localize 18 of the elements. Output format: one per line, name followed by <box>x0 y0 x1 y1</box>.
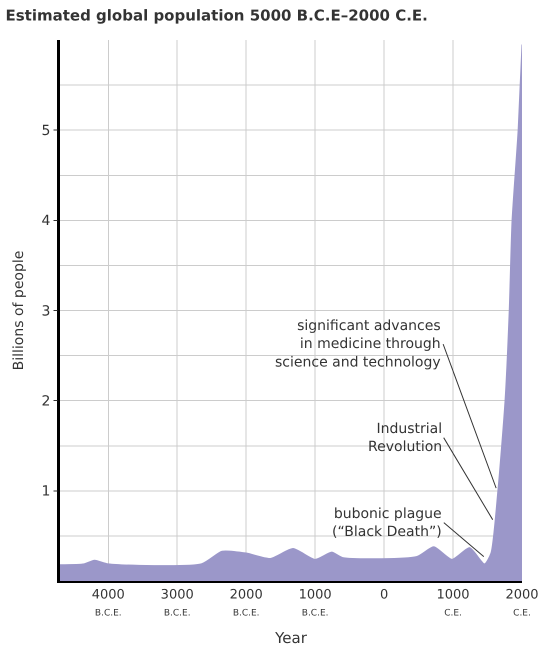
y-tick-label: 1 <box>42 484 50 500</box>
x-axis-title: Year <box>274 629 308 647</box>
x-tick-label: 1000 B.C.E. <box>298 588 332 618</box>
y-tick-label: 5 <box>42 123 50 140</box>
annotation: significant advances in medicine through science and technology <box>275 318 441 370</box>
x-tick-label: 3000 B.C.E. <box>160 588 194 618</box>
annotation: Industrial Revolution <box>368 421 442 456</box>
chart-title: Estimated global population 5000 B.C.E–2000 C.E. <box>6 6 428 24</box>
y-axis-title: Billions of people <box>11 250 28 370</box>
y-tick-label: 3 <box>42 303 50 320</box>
x-tick-label: 1000 C.E. <box>436 588 470 618</box>
annotation: bubonic plague (“Black Death”) <box>332 506 442 540</box>
x-tick-label: 0 <box>380 588 388 603</box>
x-tick-label: 2000 C.E. <box>505 588 539 618</box>
x-tick-label: 4000 B.C.E. <box>92 588 125 618</box>
y-tick-label: 2 <box>42 394 50 410</box>
y-tick-label: 4 <box>42 213 51 230</box>
x-tick-label: 2000 B.C.E. <box>230 588 263 618</box>
